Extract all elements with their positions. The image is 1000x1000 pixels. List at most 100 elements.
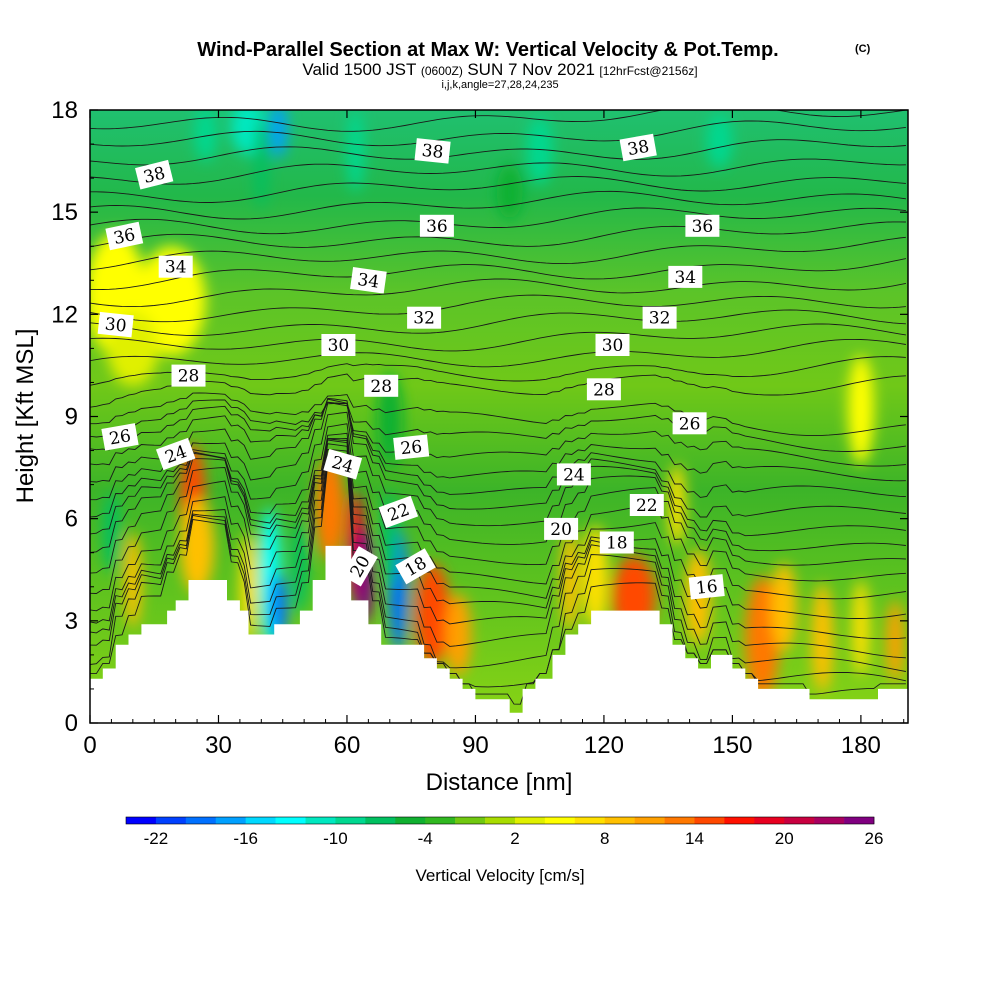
colorbar-frame	[125, 816, 875, 825]
contour-label-text: 36	[426, 217, 448, 237]
contour-label: 30	[321, 334, 356, 356]
isentrope-line	[90, 462, 906, 705]
contour-label: 26	[101, 423, 139, 451]
contour-label-box	[629, 494, 664, 516]
y-tick-label: 15	[51, 199, 78, 226]
isentrope-line	[90, 423, 906, 552]
x-tick-label: 30	[205, 732, 232, 759]
chart-indices: i,j,k,angle=27,28,24,235	[441, 79, 558, 91]
velocity-cell	[770, 562, 797, 652]
x-tick-label: 120	[584, 732, 624, 759]
velocity-cell	[526, 116, 553, 185]
velocity-cell	[706, 113, 733, 168]
contour-label-box	[158, 255, 193, 278]
contour-label-box	[556, 463, 591, 486]
velocity-cell	[561, 528, 579, 632]
velocity-cell	[179, 498, 215, 594]
contour-label-box	[323, 448, 363, 480]
contour-label: 28	[586, 378, 621, 401]
isentrope-line	[90, 294, 906, 323]
contour-label-box	[393, 434, 430, 460]
colorbar: -22 -16 -10 -4 2 8 14 20 26	[125, 816, 883, 848]
x-tick-label: 0	[83, 732, 96, 759]
colorbar-swatch	[275, 817, 306, 824]
contour-label-box	[642, 306, 677, 329]
colorbar-swatch	[694, 817, 725, 824]
colorbar-tick-label: 20	[775, 829, 794, 848]
x-axis: 0 30 60 90 120 150 180	[83, 110, 905, 759]
contour-label-text: 18	[606, 534, 628, 554]
contour-label-text: 26	[399, 437, 423, 459]
colorbar-tick-label: -4	[418, 829, 433, 848]
x-axis-label: Distance [nm]	[426, 769, 573, 796]
contour-label-box	[668, 265, 703, 288]
isentrope-line	[90, 236, 906, 271]
contour-label-box	[101, 423, 139, 451]
velocity-cell	[254, 120, 268, 209]
y-axis-label: Height [Kft MSL]	[12, 329, 39, 504]
colorbar-tick-label: -16	[233, 829, 258, 848]
contour-label: 32	[642, 306, 677, 329]
contour-label-text: 30	[104, 315, 128, 337]
contour-label-text: 16	[695, 577, 719, 599]
contour-label: 22	[629, 494, 664, 516]
colorbar-tick-label: -10	[323, 829, 348, 848]
contour-label-box	[171, 364, 206, 387]
contour-label-box	[419, 214, 454, 237]
isentrope-line	[90, 437, 906, 585]
x-tick-label: 90	[462, 732, 489, 759]
contour-label: 24	[155, 437, 196, 471]
contour-label-text: 20	[550, 520, 572, 540]
velocity-cell	[102, 491, 120, 574]
isentrope-line	[90, 338, 906, 368]
colorbar-tick-label: 14	[685, 829, 704, 848]
contour-label-box	[378, 495, 419, 529]
contour-label-box	[685, 214, 720, 237]
isentrope-line	[90, 392, 906, 437]
contour-label: 26	[393, 434, 430, 460]
subtitle-date: SUN 7 Nov 2021	[467, 60, 595, 79]
isentrope-line	[90, 207, 906, 235]
x-tick-label: 150	[712, 732, 752, 759]
colorbar-swatch	[844, 817, 875, 824]
contour-label-box	[135, 159, 174, 190]
contour-label: 26	[672, 412, 707, 435]
contour-label: 34	[668, 265, 703, 288]
isentrope-line	[90, 278, 906, 308]
contour-label: 18	[599, 531, 634, 554]
contour-label-text: 38	[626, 137, 651, 160]
contour-label: 32	[407, 306, 442, 329]
y-tick-label: 6	[65, 506, 78, 533]
contour-label-box	[105, 221, 144, 251]
isentrope-line	[90, 356, 906, 386]
isentrope-line	[90, 402, 906, 518]
contour-label-text: 28	[178, 367, 200, 387]
contour-label-text: 36	[112, 225, 137, 249]
contour-label: 20	[544, 517, 579, 540]
copyright-mark: (C)	[855, 43, 871, 55]
contour-label-text: 34	[165, 258, 187, 278]
velocity-cell	[269, 110, 288, 158]
contour-label: 36	[685, 214, 720, 237]
isentrope-line	[90, 120, 906, 147]
isentrope-line	[90, 158, 906, 185]
contour-label-box	[341, 546, 378, 587]
velocity-cell	[124, 532, 142, 628]
contour-label-text: 30	[328, 336, 350, 356]
contour-label: 38	[619, 133, 657, 162]
colorbar-swatch	[245, 817, 276, 824]
contour-label-box	[364, 374, 399, 397]
contour-label-box	[321, 334, 356, 356]
plot-area: 38 38 38 36 36 36 34 34 34 30 32 32 30 30 28 28 28 26 26 26…	[90, 110, 908, 723]
isentrope-line	[90, 398, 906, 482]
isentrope-line	[90, 139, 906, 166]
isentrope-line	[90, 373, 906, 408]
colorbar-swatch	[574, 817, 606, 824]
velocity-cell	[346, 110, 365, 192]
colorbar-swatch	[485, 817, 516, 824]
colorbar-swatch	[305, 817, 336, 824]
isentrope-line	[90, 309, 906, 336]
velocity-cell	[496, 164, 523, 219]
colorbar-tick-label: -22	[144, 829, 169, 848]
